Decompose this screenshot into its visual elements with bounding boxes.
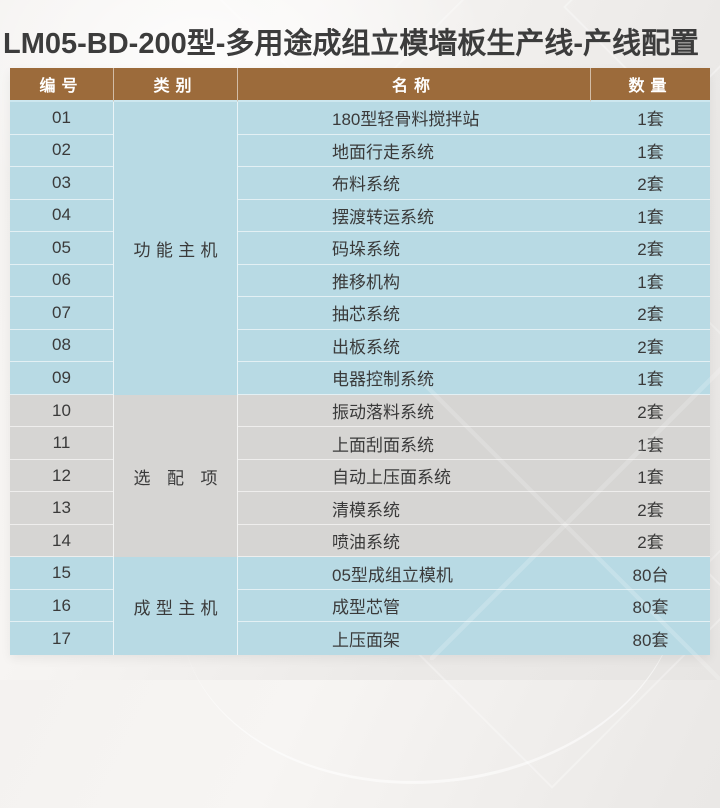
row-number: 07 bbox=[10, 297, 113, 330]
row-quantity: 1套 bbox=[591, 362, 710, 395]
row-number: 04 bbox=[10, 199, 113, 233]
row-number: 10 bbox=[10, 394, 113, 428]
production-line-config-table: 编号 类别 名称 数量 功能主机 01 180型轻骨料搅拌站 1套 02 地面行走系统 1套… bbox=[10, 68, 710, 655]
row-name: 推移机构 bbox=[238, 264, 591, 298]
row-quantity: 80台 bbox=[591, 557, 710, 590]
row-name: 码垛系统 bbox=[238, 232, 591, 265]
row-quantity: 2套 bbox=[591, 232, 710, 265]
row-quantity: 1套 bbox=[591, 102, 710, 135]
row-number: 05 bbox=[10, 232, 113, 265]
row-number: 11 bbox=[10, 427, 113, 460]
row-quantity: 1套 bbox=[591, 134, 710, 168]
row-quantity: 2套 bbox=[591, 394, 710, 428]
row-name: 摆渡转运系统 bbox=[238, 199, 591, 233]
row-quantity: 2套 bbox=[591, 297, 710, 330]
row-number: 06 bbox=[10, 264, 113, 298]
row-name: 上压面架 bbox=[238, 622, 591, 655]
row-number: 02 bbox=[10, 134, 113, 168]
row-quantity: 2套 bbox=[591, 492, 710, 525]
row-name: 抽芯系统 bbox=[238, 297, 591, 330]
row-number: 17 bbox=[10, 622, 113, 655]
row-name: 180型轻骨料搅拌站 bbox=[238, 102, 591, 135]
row-name: 振动落料系统 bbox=[238, 394, 591, 428]
row-quantity: 80套 bbox=[591, 589, 710, 623]
row-quantity: 2套 bbox=[591, 167, 710, 200]
category-label: 选配项 bbox=[133, 468, 218, 488]
row-number: 16 bbox=[10, 589, 113, 623]
row-quantity: 1套 bbox=[591, 459, 710, 493]
column-header-number: 编号 bbox=[10, 68, 113, 102]
column-header-name: 名称 bbox=[238, 68, 591, 102]
category-cell-0: 功能主机 bbox=[113, 102, 238, 395]
row-number: 12 bbox=[10, 459, 113, 493]
row-name: 自动上压面系统 bbox=[238, 459, 591, 493]
row-number: 08 bbox=[10, 329, 113, 363]
category-cell-2: 成型主机 bbox=[113, 557, 238, 655]
row-number: 09 bbox=[10, 362, 113, 395]
row-number: 13 bbox=[10, 492, 113, 525]
category-label: 成型主机 bbox=[133, 598, 218, 618]
column-header-quantity: 数量 bbox=[591, 68, 710, 102]
row-quantity: 2套 bbox=[591, 329, 710, 363]
row-number: 01 bbox=[10, 102, 113, 135]
row-name: 成型芯管 bbox=[238, 589, 591, 623]
row-name: 电器控制系统 bbox=[238, 362, 591, 395]
row-quantity: 2套 bbox=[591, 524, 710, 558]
row-quantity: 80套 bbox=[591, 622, 710, 655]
row-number: 03 bbox=[10, 167, 113, 200]
row-name: 上面刮面系统 bbox=[238, 427, 591, 460]
row-quantity: 1套 bbox=[591, 264, 710, 298]
page-title: LM05-BD-200型-多用途成组立模墙板生产线-产线配置 bbox=[3, 28, 700, 60]
row-name: 清模系统 bbox=[238, 492, 591, 525]
category-label: 功能主机 bbox=[133, 240, 218, 260]
category-cell-1: 选配项 bbox=[113, 394, 238, 558]
row-name: 05型成组立模机 bbox=[238, 557, 591, 590]
row-name: 地面行走系统 bbox=[238, 134, 591, 168]
row-quantity: 1套 bbox=[591, 427, 710, 460]
row-name: 布料系统 bbox=[238, 167, 591, 200]
row-name: 出板系统 bbox=[238, 329, 591, 363]
row-quantity: 1套 bbox=[591, 199, 710, 233]
row-name: 喷油系统 bbox=[238, 524, 591, 558]
row-number: 14 bbox=[10, 524, 113, 558]
column-header-category: 类别 bbox=[113, 68, 238, 102]
row-number: 15 bbox=[10, 557, 113, 590]
